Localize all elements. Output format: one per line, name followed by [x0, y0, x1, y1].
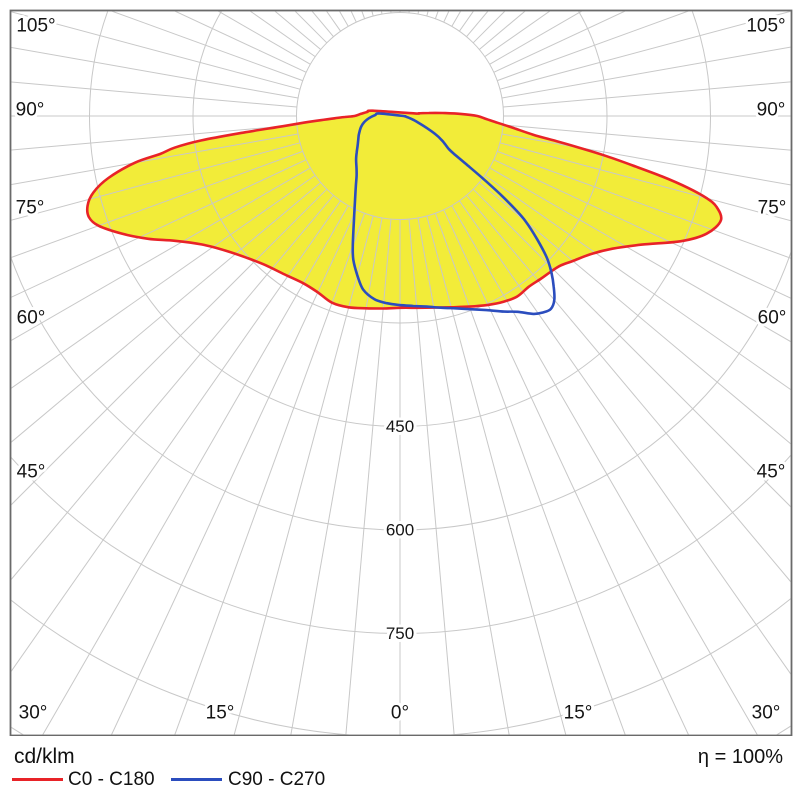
angle-label: 75° — [758, 198, 787, 219]
grid-ray — [497, 150, 791, 259]
grid-ray — [499, 11, 791, 90]
grid-ray — [497, 11, 689, 82]
grid-ray — [345, 219, 392, 735]
grid-ray — [484, 174, 791, 391]
angle-label: 60° — [758, 308, 787, 329]
grid-ray — [11, 174, 316, 389]
curve-c90-c270 — [351, 112, 556, 316]
grid-ray — [408, 219, 455, 735]
grid-ray — [458, 200, 791, 675]
angle-label: 15° — [564, 703, 593, 724]
grid-ray — [11, 81, 297, 108]
angle-label: 45° — [17, 462, 46, 483]
grid-ray — [11, 194, 334, 580]
grid-ray — [11, 182, 322, 443]
grid-ray — [233, 215, 374, 735]
grid-ray — [111, 209, 357, 735]
ring-label: 450 — [386, 417, 414, 436]
grid-ray — [11, 188, 328, 506]
grid-ray — [501, 46, 791, 99]
angle-label: 105° — [746, 16, 785, 37]
angle-label: 45° — [757, 462, 786, 483]
beam-area-fill — [87, 110, 722, 309]
chart-footer: cd/klm η = 100% C0 - C180 C90 - C270 — [0, 736, 800, 800]
plot-border — [9, 9, 793, 737]
legend-label-c0-c180: C0 - C180 — [68, 769, 155, 790]
grid-ray — [489, 167, 791, 343]
grid-ray — [466, 194, 791, 583]
angle-label: 15° — [206, 703, 235, 724]
grid-ray — [174, 213, 366, 735]
angle-label: 0° — [391, 703, 409, 724]
grid-ray — [472, 188, 791, 508]
plot-area — [11, 11, 791, 735]
grid-ray — [11, 133, 299, 186]
grid-ray — [11, 11, 301, 90]
efficiency-label: η = 100% — [697, 746, 783, 768]
grid-ray — [111, 11, 303, 82]
grid-ray — [11, 167, 311, 341]
legend-line-c90-c270 — [171, 778, 222, 781]
grid-ray — [11, 150, 303, 258]
ring-label: 600 — [386, 521, 414, 540]
angle-label: 30° — [752, 703, 781, 724]
grid-ray — [11, 200, 342, 672]
angle-label: 90° — [757, 100, 786, 121]
legend-line-c0-c180 — [12, 778, 63, 781]
grid-ray — [503, 124, 791, 151]
angle-label: 105° — [16, 16, 55, 37]
grid-ray — [434, 11, 439, 19]
legend-label-c90-c270: C90 - C270 — [228, 769, 326, 790]
grid-ray — [11, 142, 301, 221]
ring-label: 750 — [386, 624, 414, 643]
grid-ray — [493, 159, 791, 299]
grid-ray — [499, 142, 791, 222]
grid-ray — [451, 205, 758, 735]
grid-ray — [426, 215, 567, 735]
polar-grid — [11, 11, 791, 735]
grid-ray — [443, 209, 689, 735]
angle-label: 75° — [16, 198, 45, 219]
angle-label: 60° — [17, 308, 46, 329]
grid-ray — [371, 11, 374, 17]
grid-ray — [478, 182, 791, 445]
angle-label: 90° — [16, 100, 45, 121]
grid-ray — [417, 217, 510, 735]
polar-chart: 0° 15° 15° 30° 30° 45° 45° 60° 60° 75° 75° 90° 90° 10… — [9, 9, 793, 737]
unit-label: cd/klm — [14, 745, 75, 768]
grid-ray — [11, 46, 299, 99]
grid-ray — [290, 217, 383, 735]
grid-ray — [501, 133, 791, 186]
grid-ray — [434, 213, 626, 735]
grid-ray — [426, 11, 429, 17]
grid-ray — [42, 205, 349, 735]
grid-ray — [503, 81, 791, 108]
angle-label: 30° — [19, 703, 48, 724]
grid-ray — [11, 124, 297, 151]
